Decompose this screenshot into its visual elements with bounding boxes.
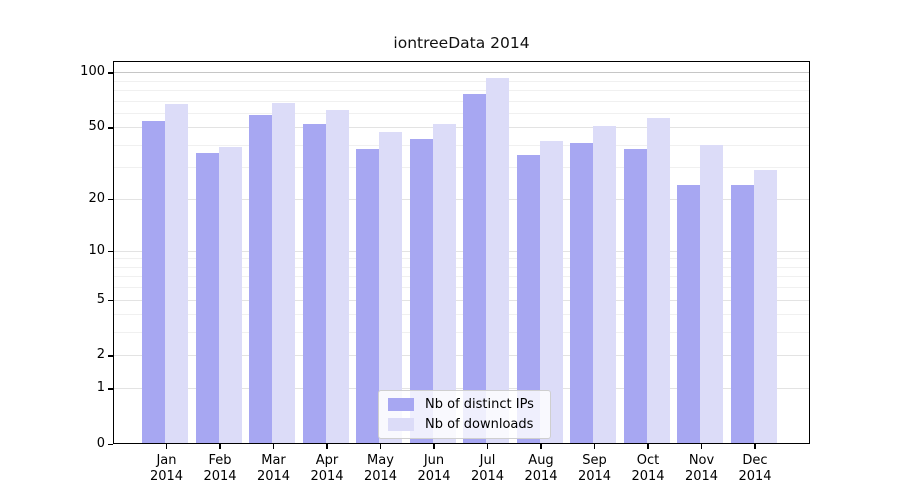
gridline-minor	[113, 167, 810, 169]
plot-area	[113, 61, 810, 444]
bar-downloads-oct	[646, 118, 670, 444]
gridline-minor	[113, 100, 810, 102]
bar-downloads-sep	[593, 125, 616, 444]
gridline	[113, 355, 810, 357]
legend: Nb of distinct IPs Nb of downloads	[378, 390, 551, 439]
gridline	[113, 198, 810, 200]
x-tick-label: Oct 2014	[631, 453, 665, 484]
bar-downloads-apr	[325, 110, 349, 444]
bar-distinct-ips-dec	[730, 184, 754, 444]
gridline-minor	[113, 287, 810, 289]
gridline-minor	[113, 144, 810, 146]
x-tick-mark	[379, 444, 382, 449]
gridline-minor	[113, 332, 810, 334]
x-tick-mark	[326, 444, 328, 449]
gridline-minor	[113, 89, 810, 91]
y-tick-label: 2	[96, 347, 105, 363]
x-tick-label: Feb 2014	[203, 453, 237, 484]
x-tick-label: Jul 2014	[470, 453, 505, 484]
y-tick-mark	[108, 250, 113, 253]
x-tick-mark	[219, 444, 221, 449]
gridline-100	[113, 72, 810, 74]
gridline-minor	[113, 266, 810, 268]
x-tick-label: Mar 2014	[256, 453, 291, 484]
bar-distinct-ips-jan	[142, 121, 165, 444]
bar-distinct-ips-jun	[409, 139, 433, 444]
bar-distinct-ips-mar	[249, 115, 272, 444]
bar-downloads-jul	[486, 77, 509, 444]
x-tick-label: Jan 2014	[149, 453, 184, 484]
chart-title: iontreeData 2014	[393, 34, 530, 52]
y-tick-label: 50	[88, 119, 105, 135]
x-tick-mark	[647, 444, 649, 449]
bar-distinct-ips-aug	[516, 155, 540, 444]
bar-distinct-ips-may	[356, 148, 379, 444]
x-tick-mark	[540, 444, 542, 449]
y-tick-label: 0	[96, 436, 105, 451]
y-tick-mark	[108, 355, 113, 357]
x-tick-label: Dec 2014	[738, 453, 772, 484]
x-tick-label: Sep 2014	[577, 453, 612, 484]
gridline-minor	[113, 276, 810, 278]
gridline-minor	[113, 258, 810, 260]
legend-label-downloads: Nb of downloads	[425, 417, 534, 432]
bar-downloads-jun	[432, 124, 456, 444]
legend-item-downloads: Nb of downloads	[388, 417, 541, 432]
bar-distinct-ips-apr	[302, 124, 326, 444]
bar-distinct-ips-sep	[570, 142, 593, 444]
gridline	[113, 127, 810, 129]
bar-downloads-mar	[272, 102, 295, 444]
gridline	[113, 388, 810, 390]
y-tick-label: 100	[80, 64, 105, 80]
y-tick-mark	[108, 444, 113, 446]
y-tick-label: 10	[88, 242, 105, 258]
gridline	[113, 250, 810, 252]
gridline-minor	[113, 314, 810, 316]
x-tick-mark	[700, 444, 703, 449]
y-tick-mark	[108, 72, 113, 74]
bar-distinct-ips-oct	[623, 148, 647, 444]
y-tick-mark	[108, 299, 113, 302]
x-tick-mark	[165, 444, 168, 449]
bar-downloads-may	[379, 132, 402, 444]
bar-downloads-jan	[165, 104, 188, 444]
x-tick-label: May 2014	[363, 453, 398, 484]
x-tick-mark	[486, 444, 489, 449]
x-tick-mark	[593, 444, 596, 449]
bar-distinct-ips-feb	[195, 153, 219, 444]
legend-item-distinct-ips: Nb of distinct IPs	[388, 397, 541, 412]
legend-swatch-distinct-ips	[388, 398, 414, 411]
bar-downloads-aug	[539, 140, 563, 444]
gridline-minor	[113, 112, 810, 114]
bar-distinct-ips-nov	[677, 184, 700, 444]
bar-downloads-dec	[753, 169, 777, 444]
legend-label-distinct-ips: Nb of distinct IPs	[425, 397, 534, 412]
bar-downloads-feb	[218, 146, 242, 444]
y-tick-label: 5	[96, 291, 105, 307]
x-tick-label: Nov 2014	[684, 453, 719, 484]
x-tick-label: Aug 2014	[524, 453, 558, 484]
bar-distinct-ips-jul	[463, 94, 486, 444]
x-tick-label: Apr 2014	[310, 453, 344, 484]
bar-downloads-nov	[700, 144, 723, 444]
x-tick-mark	[754, 444, 756, 449]
y-tick-mark	[108, 388, 113, 390]
gridline	[113, 299, 810, 301]
y-tick-mark	[108, 198, 113, 201]
x-tick-mark	[433, 444, 435, 449]
y-tick-mark	[108, 127, 113, 129]
y-tick-label: 20	[88, 190, 105, 206]
gridline-minor	[113, 80, 810, 82]
x-tick-mark	[272, 444, 275, 449]
legend-swatch-downloads	[388, 418, 414, 431]
x-tick-label: Jun 2014	[417, 453, 451, 484]
y-tick-label: 1	[96, 380, 105, 396]
